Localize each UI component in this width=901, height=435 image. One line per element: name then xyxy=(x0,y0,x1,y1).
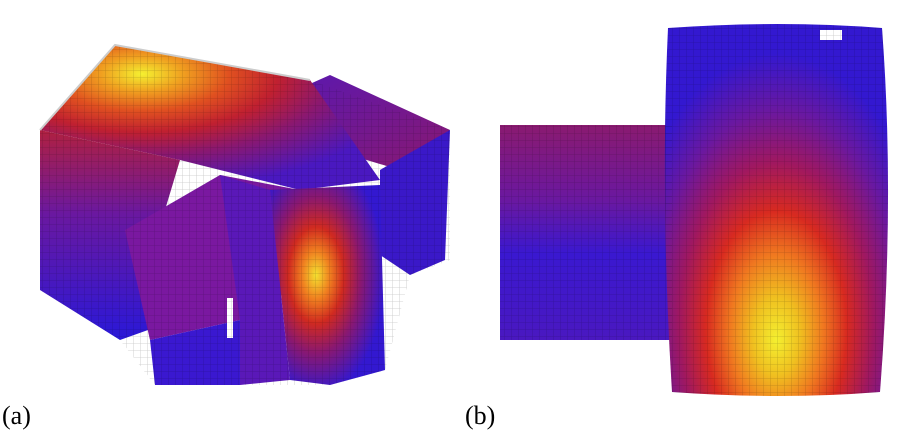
panel-label: (a) xyxy=(2,401,31,430)
figure: (a) (b) xyxy=(0,0,901,435)
panel-b: (b) xyxy=(465,24,888,430)
panel-label: (b) xyxy=(465,401,495,430)
panel-a: (a) xyxy=(2,45,450,430)
